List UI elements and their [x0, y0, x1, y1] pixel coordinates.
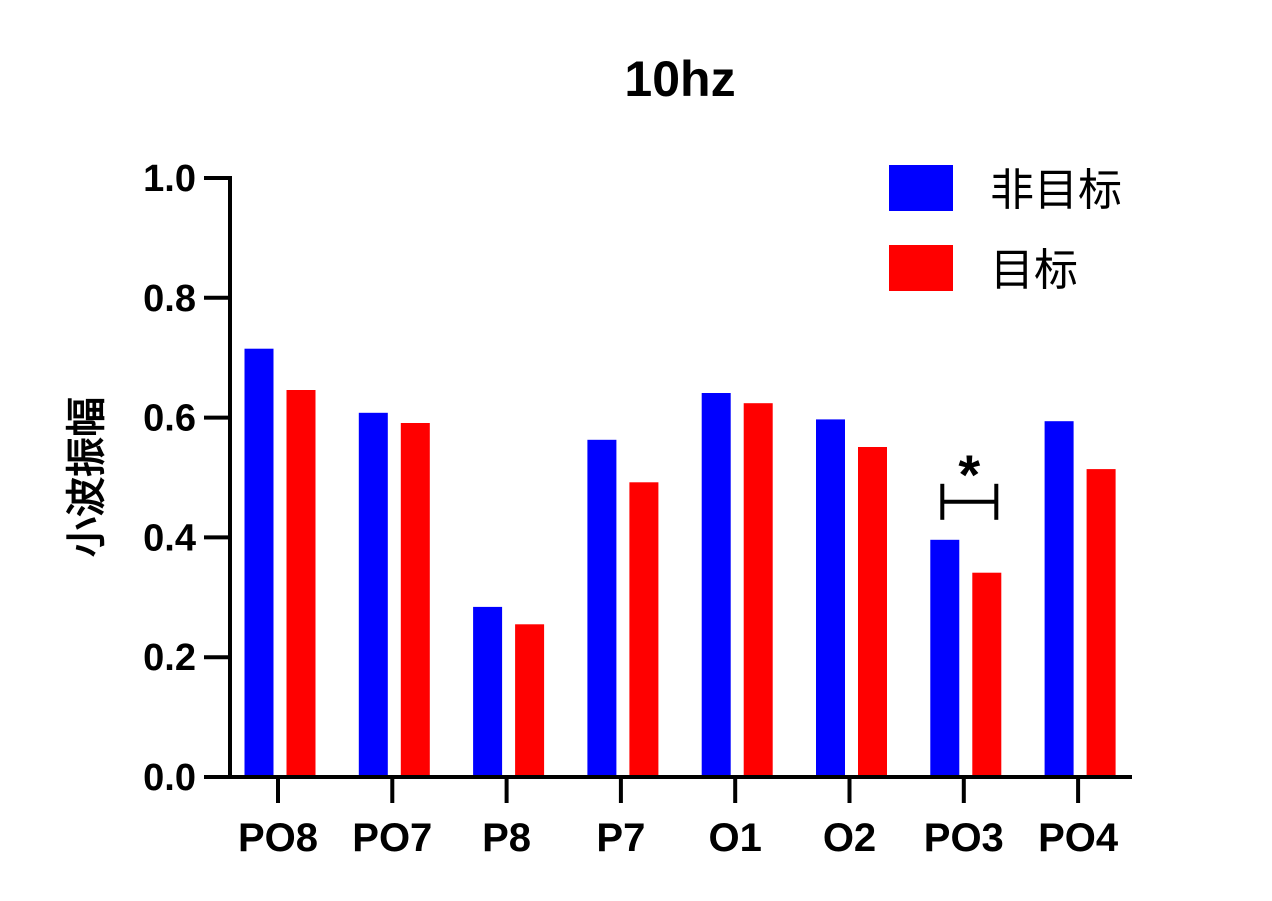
bar-non-target-o1: [701, 393, 731, 777]
y-tick-label: 0.2: [143, 637, 196, 679]
x-tick-label-p8: P8: [482, 816, 531, 860]
x-tick-label-p7: P7: [596, 816, 645, 860]
bar-target-o2: [858, 447, 887, 777]
x-tick-label-po8: PO8: [238, 816, 318, 860]
bar-non-target-po4: [1044, 421, 1074, 777]
bar-non-target-o2: [816, 419, 845, 777]
x-tick-label-po7: PO7: [352, 816, 432, 860]
legend-swatch-non-target: [889, 165, 953, 211]
y-tick-label: 0.8: [143, 278, 196, 320]
y-tick-label: 1.0: [143, 158, 196, 200]
y-tick-label: 0.6: [143, 398, 196, 440]
bar-target-o1: [743, 403, 773, 777]
bar-target-p7: [629, 482, 659, 777]
x-tick-label-po3: PO3: [924, 816, 1004, 860]
bar-non-target-p8: [473, 606, 503, 777]
bars-layer: [244, 348, 1116, 777]
y-tick-label: 0.0: [143, 757, 196, 799]
bar-target-po3: [972, 572, 1002, 777]
legend-label-target: 目标: [990, 245, 1078, 296]
bar-target-po7: [400, 423, 430, 777]
significance-star: *: [958, 443, 980, 506]
bar-target-po4: [1086, 469, 1116, 777]
x-tick-label-po4: PO4: [1038, 816, 1119, 860]
x-tick-label-o1: O1: [709, 816, 762, 860]
y-tick-label: 0.4: [143, 517, 196, 559]
chart-title: 10hz: [624, 51, 735, 107]
bar-target-po8: [286, 390, 316, 777]
annotation-layer: *: [940, 443, 999, 520]
bar-non-target-po8: [244, 348, 274, 777]
bar-non-target-po3: [930, 539, 960, 777]
bar-non-target-po7: [358, 412, 388, 777]
x-tick-label-o2: O2: [823, 816, 876, 860]
bar-target-p8: [515, 624, 545, 777]
bar-non-target-p7: [587, 439, 617, 777]
legend-swatch-target: [889, 245, 953, 291]
legend-label-non-target: 非目标: [990, 165, 1122, 216]
y-axis-label: 小波振幅: [64, 397, 110, 557]
axes-layer: 0.0 0.2 0.4 0.6 0.8 1.0 PO8 PO7 P8 P7 O1 O2 PO3 PO4: [143, 158, 1132, 860]
